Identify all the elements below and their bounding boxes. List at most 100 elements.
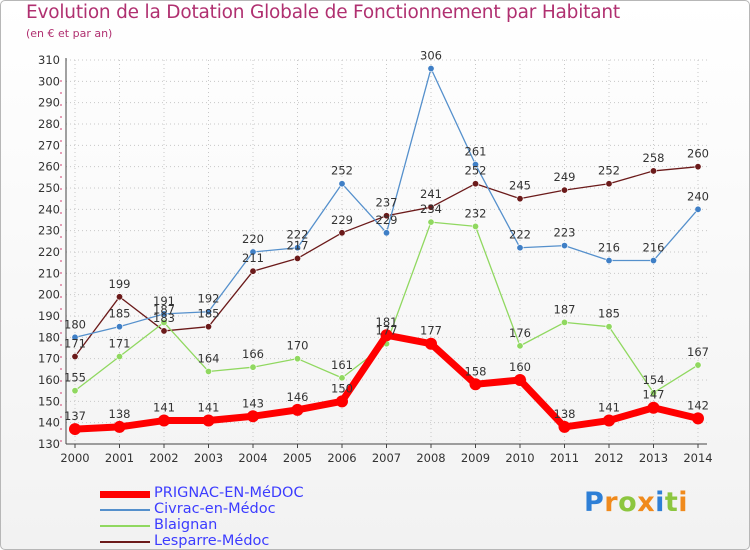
x-tick-label: 2005 — [283, 451, 312, 465]
logo-letter: r — [604, 487, 619, 518]
y-tick-label: 150 — [38, 394, 60, 408]
legend-label-lesparre: Lesparre-Médoc — [154, 533, 270, 549]
y-tick-label: 310 — [38, 53, 60, 67]
y-tick-label: 200 — [38, 288, 60, 302]
data-point — [649, 167, 657, 175]
legend-swatch-lesparre — [100, 541, 150, 543]
data-point — [558, 420, 571, 433]
data-point — [471, 180, 479, 188]
data-point — [113, 420, 126, 433]
y-tick-label: 160 — [38, 373, 60, 387]
data-point — [649, 389, 657, 397]
data-point — [160, 310, 168, 318]
data-point — [249, 363, 257, 371]
data-point — [603, 414, 615, 427]
proxiti-logo: Proxiti — [584, 487, 688, 518]
data-label: 180 — [64, 317, 86, 331]
logo-letter: x — [637, 487, 656, 518]
data-point — [427, 65, 435, 73]
data-label: 150 — [331, 381, 353, 395]
legend-swatch-blaignan — [100, 525, 150, 527]
legend-label-civrac: Civrac-en-Médoc — [154, 501, 276, 517]
data-label: 232 — [465, 206, 487, 220]
data-point — [382, 229, 390, 237]
data-point — [291, 403, 304, 416]
logo-letter: t — [664, 487, 679, 518]
y-tick-label: 140 — [38, 416, 60, 430]
data-label: 171 — [64, 337, 86, 351]
data-point — [514, 374, 526, 386]
data-point — [516, 244, 524, 252]
y-tick-label: 270 — [38, 138, 60, 152]
data-point — [205, 367, 213, 375]
x-tick-label: 2014 — [683, 451, 712, 465]
data-label: 143 — [242, 396, 264, 410]
data-point — [338, 180, 346, 188]
x-tick-label: 2004 — [238, 451, 267, 465]
y-tick-label: 190 — [38, 309, 60, 323]
data-point — [694, 361, 702, 369]
logo-letter: i — [655, 487, 665, 518]
data-point — [560, 242, 568, 250]
data-point — [71, 333, 79, 341]
data-label: 306 — [420, 49, 442, 63]
x-tick-label: 2000 — [60, 451, 89, 465]
data-point — [249, 248, 257, 256]
logo-letter: o — [618, 487, 638, 518]
data-point — [202, 414, 215, 427]
data-point — [116, 353, 124, 361]
y-tick-label: 180 — [38, 330, 60, 344]
data-point — [427, 203, 435, 211]
data-label: 166 — [242, 347, 264, 361]
data-label: 185 — [198, 307, 220, 321]
data-label: 229 — [376, 213, 398, 227]
data-label: 138 — [109, 407, 131, 421]
data-label: 216 — [598, 241, 620, 255]
data-label: 249 — [554, 170, 576, 184]
y-tick-label: 220 — [38, 245, 60, 259]
data-label: 185 — [109, 307, 131, 321]
data-label: 170 — [287, 339, 309, 353]
data-label: 241 — [420, 187, 442, 201]
x-tick-label: 2012 — [594, 451, 623, 465]
y-tick-label: 240 — [38, 202, 60, 216]
data-point — [247, 410, 259, 423]
data-label: 141 — [198, 401, 220, 415]
data-point — [471, 222, 479, 230]
data-label: 183 — [153, 311, 175, 325]
data-point — [336, 395, 348, 408]
data-label: 199 — [109, 277, 131, 291]
series-line — [71, 331, 702, 433]
data-label: 187 — [554, 302, 576, 316]
data-label: 245 — [509, 179, 531, 193]
data-point — [382, 212, 390, 220]
y-tick-label: 280 — [38, 117, 60, 131]
data-point — [293, 355, 301, 363]
data-point — [205, 308, 213, 316]
data-point — [116, 293, 124, 301]
data-label: 167 — [687, 345, 709, 359]
x-tick-label: 2003 — [194, 451, 223, 465]
data-label: 137 — [64, 409, 86, 423]
legend-swatch-prignac — [100, 490, 150, 498]
legend-label-blaignan: Blaignan — [154, 517, 218, 533]
data-label: 260 — [687, 147, 709, 161]
data-label: 154 — [643, 373, 665, 387]
data-label: 229 — [331, 213, 353, 227]
data-point — [694, 163, 702, 171]
data-label: 146 — [287, 390, 309, 404]
data-label: 252 — [465, 164, 487, 178]
data-label: 141 — [153, 401, 175, 415]
data-point — [516, 195, 524, 203]
data-point — [692, 412, 704, 425]
x-tick-label: 2001 — [105, 451, 134, 465]
data-point — [471, 161, 479, 169]
data-label: 187 — [153, 302, 175, 316]
y-tick-label: 250 — [38, 181, 60, 195]
data-label: 185 — [598, 307, 620, 321]
x-tick-label: 2011 — [550, 451, 579, 465]
data-label: 164 — [198, 351, 220, 365]
y-tick-label: 130 — [38, 437, 60, 451]
